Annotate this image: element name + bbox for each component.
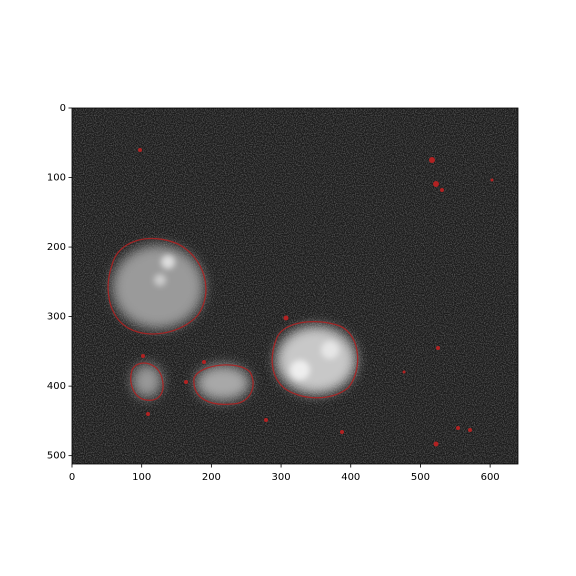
x-tick-label: 600 xyxy=(481,472,500,483)
y-tick-label: 100 xyxy=(47,173,66,184)
x-tick-label: 400 xyxy=(341,472,360,483)
nucleus-highlights xyxy=(154,255,339,380)
speckle xyxy=(264,418,268,422)
x-tick-label: 300 xyxy=(272,472,291,483)
speckles xyxy=(138,148,494,447)
contour xyxy=(193,364,254,406)
highlight xyxy=(161,255,175,269)
contour xyxy=(271,320,359,399)
y-tick-label: 300 xyxy=(47,312,66,323)
x-tick-label: 500 xyxy=(411,472,430,483)
speckle xyxy=(440,188,444,192)
y-tick-label: 400 xyxy=(47,381,66,392)
speckle xyxy=(283,315,289,321)
highlight xyxy=(290,360,310,380)
contour xyxy=(107,237,207,335)
highlight xyxy=(154,274,166,286)
nucleus xyxy=(196,365,250,401)
nucleus xyxy=(112,245,204,329)
y-tick-label: 500 xyxy=(47,451,66,462)
x-tick-label: 0 xyxy=(69,472,75,483)
speckle xyxy=(138,148,142,152)
speckle xyxy=(436,346,440,350)
contour xyxy=(130,362,164,401)
speckle xyxy=(141,354,145,358)
nucleus xyxy=(132,364,162,398)
speckle xyxy=(433,181,439,187)
speckle xyxy=(456,426,460,430)
speckle xyxy=(340,430,344,434)
nucleus xyxy=(276,326,356,394)
speckle xyxy=(202,360,206,364)
speckle xyxy=(468,428,472,432)
contours xyxy=(107,237,359,406)
y-tick-label: 200 xyxy=(47,242,66,253)
highlight xyxy=(321,341,339,359)
image xyxy=(72,108,518,464)
speckle xyxy=(402,370,406,374)
speckle xyxy=(490,178,494,182)
x-tick-label: 200 xyxy=(202,472,221,483)
speckle xyxy=(429,157,435,163)
speckle xyxy=(184,380,188,384)
speckle xyxy=(433,441,439,447)
speckle xyxy=(146,412,150,416)
axes-frame xyxy=(71,107,519,465)
x-tick-label: 100 xyxy=(132,472,151,483)
y-tick-label: 0 xyxy=(60,103,66,114)
